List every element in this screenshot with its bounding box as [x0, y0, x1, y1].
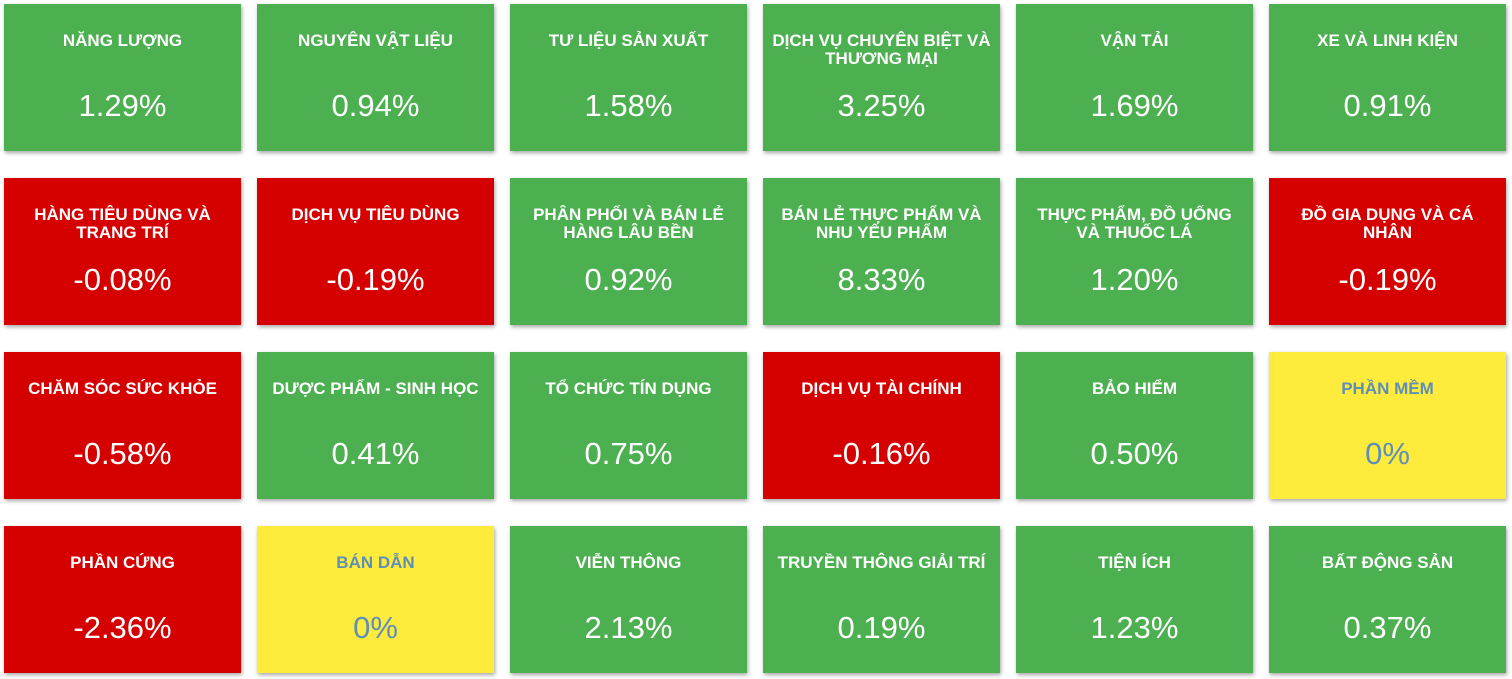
sector-change-value: 8.33% [837, 262, 926, 297]
sector-tile[interactable]: BÁN LẺ THỰC PHẨM VÀ NHU YẾU PHẨM 8.33% [763, 178, 1000, 325]
sector-name: PHẦN MỀM [1341, 379, 1434, 398]
sector-change-value: 0.75% [584, 436, 673, 471]
sector-tile[interactable]: BẢO HIỂM 0.50% [1016, 352, 1253, 499]
sector-name: DỊCH VỤ TÀI CHÍNH [801, 379, 962, 398]
sector-change-value: 1.29% [78, 88, 167, 123]
sector-tile[interactable]: NĂNG LƯỢNG 1.29% [4, 4, 241, 151]
sector-change-value: 1.23% [1090, 610, 1179, 645]
sector-tile[interactable]: BÁN DẪN 0% [257, 526, 494, 673]
sector-change-value: 3.25% [837, 88, 926, 123]
sector-name: TIỆN ÍCH [1098, 553, 1171, 572]
sector-tile[interactable]: THỰC PHẨM, ĐỒ UỐNG VÀ THUỐC LÁ 1.20% [1016, 178, 1253, 325]
sector-tile[interactable]: ĐỒ GIA DỤNG VÀ CÁ NHÂN -0.19% [1269, 178, 1506, 325]
sector-name: BẢO HIỂM [1092, 379, 1177, 398]
sector-name: ĐỒ GIA DỤNG VÀ CÁ NHÂN [1301, 205, 1474, 242]
sector-tile[interactable]: VIỄN THÔNG 2.13% [510, 526, 747, 673]
sector-name: BÁN DẪN [336, 553, 415, 572]
sector-change-value: -0.19% [1338, 262, 1437, 297]
sector-change-value: 0% [1365, 436, 1410, 471]
sector-change-value: 0.41% [331, 436, 420, 471]
sector-name: BẤT ĐỘNG SẢN [1321, 553, 1454, 572]
sector-change-value: 0.94% [331, 88, 420, 123]
sector-name: NGUYÊN VẬT LIỆU [298, 31, 453, 50]
sector-tile[interactable]: DỊCH VỤ CHUYÊN BIỆT VÀ THƯƠNG MẠI 3.25% [763, 4, 1000, 151]
sector-name: VIỄN THÔNG [575, 553, 682, 572]
sector-tile[interactable]: TỔ CHỨC TÍN DỤNG 0.75% [510, 352, 747, 499]
sector-name: BÁN LẺ THỰC PHẨM VÀ NHU YẾU PHẨM [781, 205, 982, 242]
sector-name: PHÂN PHỐI VÀ BÁN LẺ HÀNG LÂU BỀN [533, 205, 724, 242]
sector-name: TRUYỀN THÔNG GIẢI TRÍ [777, 553, 986, 572]
sector-name: CHĂM SÓC SỨC KHỎE [28, 379, 217, 398]
sector-change-value: 0.50% [1090, 436, 1179, 471]
sector-tile[interactable]: PHẦN CỨNG -2.36% [4, 526, 241, 673]
sector-name: PHẦN CỨNG [70, 553, 175, 572]
sector-change-value: 0.91% [1343, 88, 1432, 123]
sector-change-value: -0.16% [832, 436, 931, 471]
sector-name: THỰC PHẨM, ĐỒ UỐNG VÀ THUỐC LÁ [1037, 205, 1232, 242]
sector-tile[interactable]: PHẦN MỀM 0% [1269, 352, 1506, 499]
sector-change-value: 2.13% [584, 610, 673, 645]
sector-name: DỊCH VỤ CHUYÊN BIỆT VÀ THƯƠNG MẠI [772, 31, 991, 68]
sector-change-value: 0% [353, 610, 398, 645]
sector-tile[interactable]: XE VÀ LINH KIỆN 0.91% [1269, 4, 1506, 151]
sector-change-value: 1.69% [1090, 88, 1179, 123]
sector-tile[interactable]: TIỆN ÍCH 1.23% [1016, 526, 1253, 673]
sector-tile[interactable]: TRUYỀN THÔNG GIẢI TRÍ 0.19% [763, 526, 1000, 673]
sector-tile[interactable]: BẤT ĐỘNG SẢN 0.37% [1269, 526, 1506, 673]
sector-tile[interactable]: DỊCH VỤ TIÊU DÙNG -0.19% [257, 178, 494, 325]
sector-name: DƯỢC PHẨM - SINH HỌC [272, 379, 479, 398]
sector-tile[interactable]: TƯ LIỆU SẢN XUẤT 1.58% [510, 4, 747, 151]
sector-tile[interactable]: CHĂM SÓC SỨC KHỎE -0.58% [4, 352, 241, 499]
sector-name: TỔ CHỨC TÍN DỤNG [545, 379, 712, 398]
sector-tile[interactable]: DƯỢC PHẨM - SINH HỌC 0.41% [257, 352, 494, 499]
sector-name: HÀNG TIÊU DÙNG VÀ TRANG TRÍ [34, 205, 211, 242]
sector-name: DỊCH VỤ TIÊU DÙNG [291, 205, 460, 224]
sector-change-value: 0.92% [584, 262, 673, 297]
sector-change-value: -0.19% [326, 262, 425, 297]
sector-name: XE VÀ LINH KIỆN [1317, 31, 1458, 50]
sector-tile[interactable]: DỊCH VỤ TÀI CHÍNH -0.16% [763, 352, 1000, 499]
sector-tile[interactable]: HÀNG TIÊU DÙNG VÀ TRANG TRÍ -0.08% [4, 178, 241, 325]
sector-name: TƯ LIỆU SẢN XUẤT [548, 31, 709, 50]
sector-name: VẬN TẢI [1100, 31, 1169, 50]
sector-change-value: 0.19% [837, 610, 926, 645]
sector-change-value: -2.36% [73, 610, 172, 645]
sector-tile[interactable]: PHÂN PHỐI VÀ BÁN LẺ HÀNG LÂU BỀN 0.92% [510, 178, 747, 325]
sector-change-value: -0.08% [73, 262, 172, 297]
sector-change-value: 1.20% [1090, 262, 1179, 297]
sector-name: NĂNG LƯỢNG [62, 31, 183, 50]
sector-change-value: 0.37% [1343, 610, 1432, 645]
sector-change-value: -0.58% [73, 436, 172, 471]
sector-tile[interactable]: NGUYÊN VẬT LIỆU 0.94% [257, 4, 494, 151]
sector-tile[interactable]: VẬN TẢI 1.69% [1016, 4, 1253, 151]
sector-change-value: 1.58% [584, 88, 673, 123]
